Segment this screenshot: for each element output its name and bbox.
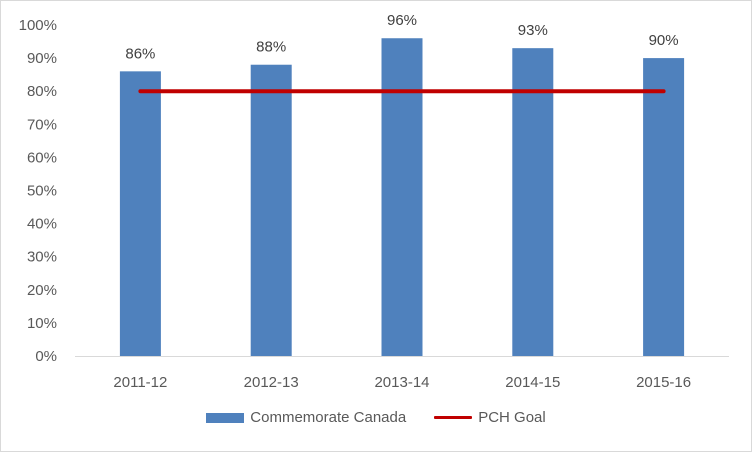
bar	[119, 71, 161, 356]
y-tick-label: 20%	[27, 282, 57, 299]
data-label: 90%	[649, 32, 679, 49]
x-tick-label: 2013-14	[374, 374, 429, 391]
y-axis-ticks: 0% 10% 20% 30% 40% 50% 60% 70% 80% 90% 100%	[19, 17, 57, 365]
data-label: 88%	[256, 39, 286, 56]
y-tick-label: 0%	[35, 348, 57, 365]
y-tick-label: 10%	[27, 315, 57, 332]
y-tick-label: 80%	[27, 83, 57, 100]
x-tick-label: 2011-12	[113, 374, 167, 391]
y-tick-label: 90%	[27, 50, 57, 67]
bar	[250, 64, 292, 356]
y-tick-label: 60%	[27, 149, 57, 166]
bar	[381, 38, 423, 357]
legend-item-line: PCH Goal	[434, 409, 546, 426]
data-labels: 86% 88% 96% 93% 90%	[125, 12, 678, 62]
x-axis-ticks: 2011-12 2012-13 2013-14 2014-15 2015-16	[113, 374, 691, 391]
legend-label-commemorate-canada: Commemorate Canada	[250, 409, 407, 426]
bar	[643, 58, 685, 356]
data-label: 96%	[387, 12, 417, 29]
data-label: 86%	[125, 45, 155, 62]
legend: Commemorate Canada PCH Goal	[1, 409, 751, 426]
y-tick-label: 70%	[27, 116, 57, 133]
bar	[512, 48, 554, 357]
y-tick-label: 100%	[19, 17, 57, 34]
legend-item-bar: Commemorate Canada	[206, 409, 406, 426]
x-tick-label: 2014-15	[505, 374, 560, 391]
y-tick-label: 30%	[27, 249, 57, 266]
x-tick-label: 2015-16	[636, 374, 691, 391]
legend-label-pch-goal: PCH Goal	[478, 409, 546, 426]
y-tick-label: 40%	[27, 216, 57, 233]
data-label: 93%	[518, 22, 548, 39]
legend-swatch-line	[434, 416, 473, 419]
legend-swatch-bar	[206, 412, 245, 423]
bar-series	[119, 38, 685, 357]
y-tick-label: 50%	[27, 183, 57, 200]
x-tick-label: 2012-13	[244, 374, 299, 391]
